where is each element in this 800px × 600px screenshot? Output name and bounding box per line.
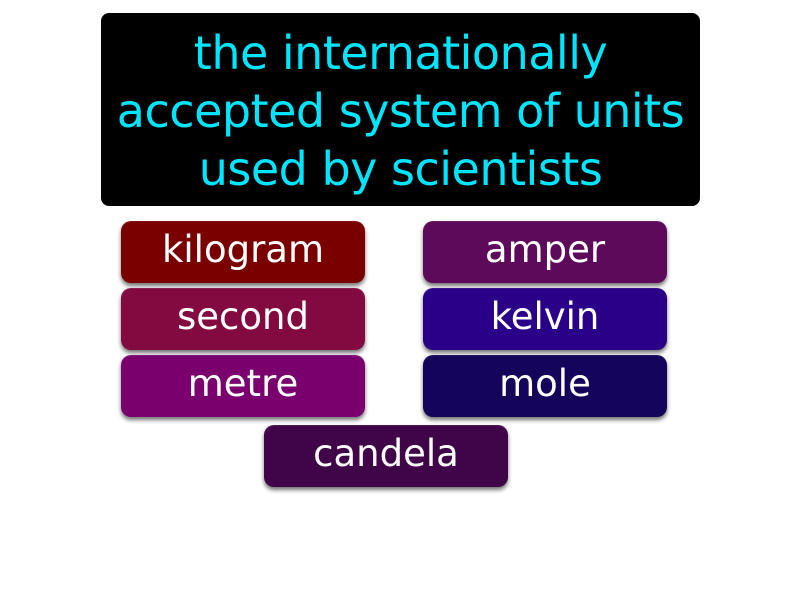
answer-button-kelvin[interactable]: kelvin xyxy=(423,288,667,350)
answer-button-metre[interactable]: metre xyxy=(121,355,365,417)
answer-button-candela[interactable]: candela xyxy=(264,425,508,487)
answer-label: metre xyxy=(187,361,299,405)
answer-label: second xyxy=(177,294,309,338)
question-card: the internationally accepted system of u… xyxy=(101,13,700,206)
answer-button-mole[interactable]: mole xyxy=(423,355,667,417)
answer-button-amper[interactable]: amper xyxy=(423,221,667,283)
answer-button-kilogram[interactable]: kilogram xyxy=(121,221,365,283)
answer-label: kilogram xyxy=(161,227,325,271)
answer-button-second[interactable]: second xyxy=(121,288,365,350)
question-text: the internationally accepted system of u… xyxy=(116,25,685,196)
answer-label: kelvin xyxy=(490,294,600,338)
answer-label: amper xyxy=(484,227,606,271)
answer-label: candela xyxy=(313,431,459,475)
answer-label: mole xyxy=(499,361,591,405)
